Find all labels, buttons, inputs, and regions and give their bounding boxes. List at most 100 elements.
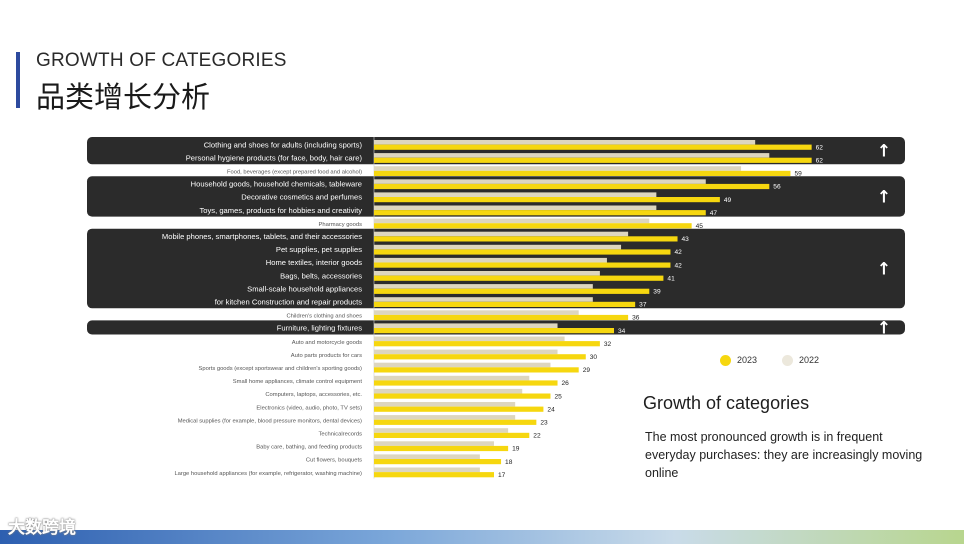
- bar-2022: [374, 192, 657, 197]
- bar-2022: [374, 271, 600, 276]
- legend-item-2022: 2022: [782, 355, 820, 367]
- data-label-2023: 34: [618, 328, 626, 335]
- bar-2022: [374, 467, 480, 473]
- bar-2022: [374, 166, 742, 171]
- data-label-2023: 45: [696, 223, 704, 230]
- category-label: Cut flowers, bouquets: [306, 458, 362, 464]
- category-label: Computers, laptops, accessories, etc.: [265, 392, 362, 398]
- bar-2023: [374, 249, 671, 255]
- category-label: Baby care, bathing, and feeding products: [256, 445, 362, 451]
- category-label: Children's clothing and shoes: [286, 314, 362, 320]
- bar-2023: [374, 328, 614, 334]
- page-title-english: GROWTH OF CATEGORIES: [36, 50, 287, 71]
- bar-2022: [374, 441, 494, 446]
- bar-2023: [374, 210, 706, 216]
- bar-2022: [374, 388, 523, 394]
- category-label: Large household appliances (for example,…: [174, 471, 362, 477]
- bar-2023: [374, 367, 579, 373]
- data-label-2023: 18: [505, 459, 513, 466]
- bar-2022: [374, 297, 593, 302]
- bar-2023: [374, 301, 636, 307]
- data-label-2023: 19: [512, 446, 520, 453]
- legend-swatch-2023: [720, 355, 731, 367]
- category-label: Small home appliances, climate control e…: [233, 379, 363, 385]
- up-arrow-icon: ↑: [877, 187, 891, 207]
- bar-2022: [374, 310, 579, 315]
- category-label: Toys, games, products for hobbies and cr…: [199, 206, 362, 215]
- bar-2023: [374, 197, 720, 203]
- data-label-2023: 41: [667, 275, 675, 282]
- data-label-2023: 59: [794, 171, 802, 178]
- data-label-2023: 23: [540, 420, 548, 427]
- bar-2022: [374, 231, 629, 237]
- annotation-text: The most pronounced growth is in frequen…: [645, 430, 923, 480]
- legend-label-2023: 2023: [737, 355, 758, 365]
- data-label-2023: 62: [816, 158, 824, 165]
- category-label: Medical supplies (for example, blood pre…: [178, 418, 362, 424]
- highlight-band-2: [87, 228, 905, 309]
- category-label: Mobile phones, smartphones, tablets, and…: [162, 232, 362, 241]
- bar-2023: [374, 472, 494, 478]
- bar-2023: [374, 314, 629, 321]
- annotation-title: Growth of categories: [643, 393, 810, 413]
- data-label-2023: 47: [710, 210, 718, 217]
- bar-2023: [374, 275, 664, 281]
- bar-2023: [374, 341, 600, 347]
- data-label-2023: 49: [724, 197, 732, 204]
- bar-2023: [374, 419, 537, 425]
- data-label-2023: 43: [682, 236, 690, 243]
- title-accent-bar: [16, 52, 20, 108]
- bar-2022: [374, 362, 551, 368]
- data-label-2023: 42: [674, 262, 682, 269]
- data-label-2023: 17: [498, 472, 506, 479]
- category-label: Furniture, lighting fixtures: [277, 324, 362, 333]
- up-arrow-icon: ↑: [877, 142, 891, 162]
- category-label: Small-scale household appliances: [247, 284, 362, 293]
- data-label-2023: 56: [773, 184, 781, 191]
- bar-2022: [374, 349, 558, 355]
- bar-2022: [374, 284, 593, 289]
- category-label: Bags, belts, accessories: [280, 271, 362, 280]
- bar-2023: [374, 393, 551, 399]
- category-label: Auto parts products for cars: [291, 353, 362, 359]
- bar-2022: [374, 336, 565, 342]
- category-label: Pharmacy goods: [319, 222, 363, 228]
- bar-2023: [374, 183, 770, 190]
- category-label: Technicalrecords: [319, 432, 363, 438]
- page-title-chinese: 品类增长分析: [36, 80, 211, 114]
- bar-2023: [374, 406, 544, 412]
- category-label: Home textiles, interior goods: [266, 258, 362, 267]
- legend-item-2023: 2023: [720, 355, 758, 367]
- bar-2023: [374, 445, 509, 452]
- legend-label-2022: 2022: [799, 355, 820, 365]
- bar-2023: [374, 459, 502, 465]
- up-arrow-icon: ↑: [877, 260, 891, 280]
- bar-2023: [374, 262, 671, 268]
- bar-2022: [374, 140, 756, 145]
- bar-2023: [374, 288, 650, 294]
- bar-2022: [374, 205, 657, 211]
- category-label: for kitchen Construction and repair prod…: [215, 298, 363, 307]
- bar-2022: [374, 454, 480, 459]
- bar-2023: [374, 223, 692, 229]
- category-label: Clothing and shoes for adults (including…: [204, 140, 363, 149]
- up-arrow-icon: ↑: [877, 318, 891, 338]
- bar-2022: [374, 323, 558, 328]
- data-label-2023: 22: [533, 433, 541, 440]
- data-label-2023: 36: [632, 315, 640, 322]
- data-label-2023: 42: [674, 249, 682, 256]
- data-label-2023: 37: [639, 302, 647, 309]
- category-label: Sports goods (except sportswear and chil…: [198, 366, 362, 372]
- data-label-2023: 62: [816, 144, 824, 151]
- bar-2023: [374, 380, 558, 386]
- data-label-2023: 25: [554, 393, 562, 400]
- bar-2022: [374, 257, 607, 263]
- category-label: Auto and motorcycle goods: [292, 340, 362, 346]
- data-label-2023: 29: [583, 367, 591, 374]
- bar-2023: [374, 157, 812, 163]
- bar-2023: [374, 354, 586, 360]
- data-label-2023: 30: [590, 354, 598, 361]
- category-label: Decorative cosmetics and perfumes: [241, 193, 362, 202]
- bar-2023: [374, 236, 678, 242]
